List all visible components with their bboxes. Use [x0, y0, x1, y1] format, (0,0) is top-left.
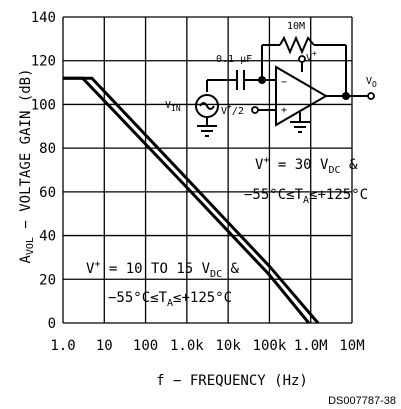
resistor-label: 10M [287, 21, 305, 32]
vin-label: VIN [165, 100, 181, 113]
annotation-30v-line2: −55°C≤TA≤+125°C [244, 187, 368, 206]
y-tick-label: 20 [39, 272, 56, 288]
capacitor-label: 0.1 μF [216, 54, 252, 65]
series-line-1 [63, 76, 320, 324]
chart-grid [62, 16, 353, 324]
plus-input-sign: + [281, 105, 287, 116]
y-tick-label: 120 [31, 54, 56, 70]
x-tick-label: 100k [253, 338, 287, 354]
annotation-15v-line1: V+ = 10 TO 15 VDC & [86, 259, 240, 280]
y-tick-label: 40 [39, 229, 56, 245]
doc-code: DS007787-38 [328, 395, 396, 407]
x-tick-label: 1.0M [294, 338, 328, 354]
series-line-2 [63, 76, 310, 324]
x-tick-label: 100 [133, 338, 158, 354]
chart-series [63, 76, 320, 324]
x-tick-label: 10M [339, 338, 364, 354]
circuit-nodes [258, 76, 350, 100]
bias-label: V+/2 [221, 102, 244, 117]
node-out [342, 92, 350, 100]
output-label: VO [366, 76, 377, 89]
y-tick-label: 80 [39, 141, 56, 157]
supply-label: V+ [306, 49, 317, 64]
node-cap [258, 76, 266, 84]
x-tick-label: 1.0 [50, 338, 75, 354]
annotation-30v-line1: V+ = 30 VDC & [255, 155, 358, 176]
y-tick-label: 0 [48, 316, 56, 332]
annotation-15v-line2: −55°C≤TA≤+125°C [108, 290, 232, 309]
circuit-open-terminals [251, 55, 375, 114]
op-amp [275, 65, 328, 127]
x-tick-label: 10 [96, 338, 113, 354]
x-tick-label: 1.0k [170, 338, 204, 354]
y-tick-label: 100 [31, 97, 56, 113]
x-tick-labels: 1.0 10 100 1.0k 10k 100k 1.0M 10M [50, 338, 364, 354]
feedback-resistor [279, 35, 315, 55]
y-tick-label: 60 [39, 185, 56, 201]
y-tick-label: 140 [31, 10, 56, 26]
minus-input-sign: − [281, 77, 287, 88]
x-tick-label: 10k [215, 338, 241, 354]
y-tick-labels: 0 20 40 60 80 100 120 140 [31, 10, 56, 332]
y-axis-label: AVOL − VOLTAGE GAIN (dB) [18, 68, 36, 263]
x-axis-label: f − FREQUENCY (Hz) [156, 373, 308, 389]
